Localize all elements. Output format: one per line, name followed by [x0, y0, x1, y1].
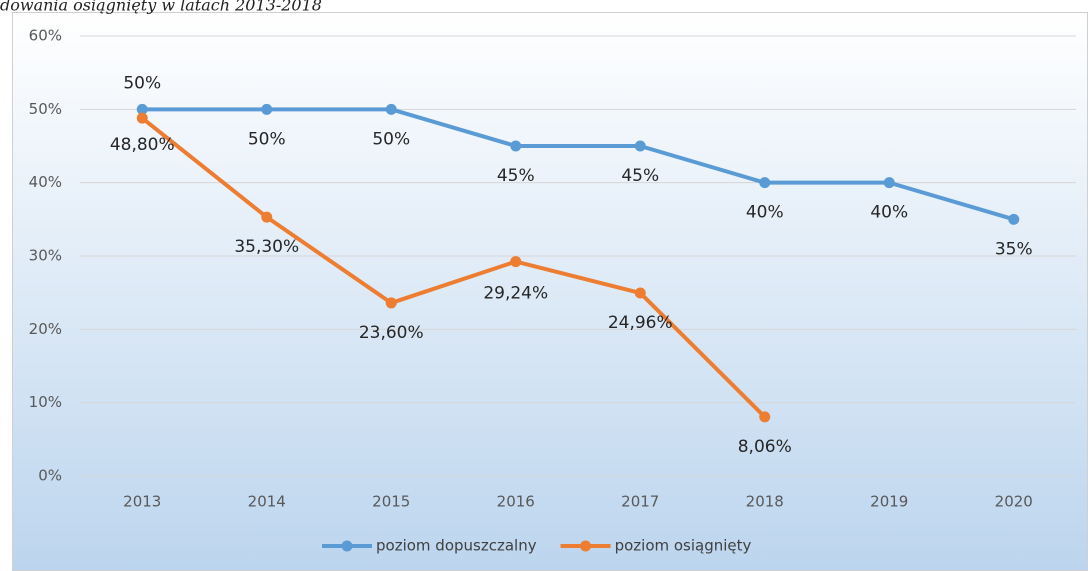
y-tick-label: 30%	[29, 247, 62, 265]
legend-label: poziom dopuszczalny	[376, 537, 537, 555]
y-tick-label: 60%	[29, 27, 62, 45]
marker	[634, 287, 646, 299]
marker	[510, 140, 522, 152]
data-label: 23,60%	[359, 323, 424, 343]
marker	[136, 112, 148, 124]
data-label: 45%	[621, 166, 659, 186]
x-tick-label: 2017	[621, 493, 659, 511]
series-line	[142, 107, 1015, 222]
y-tick-label: 10%	[29, 393, 62, 411]
chart-title: dowania osiągnięty w latach 2013-2018	[0, 0, 322, 15]
x-tick-label: 2013	[123, 493, 161, 511]
marker	[883, 177, 895, 189]
marker	[759, 411, 771, 423]
y-tick-label: 0%	[38, 467, 62, 485]
marker	[634, 140, 646, 152]
y-tick-label: 40%	[29, 173, 62, 191]
data-label: 45%	[497, 166, 535, 186]
x-tick-label: 2018	[746, 493, 784, 511]
data-label: 50%	[248, 129, 286, 149]
x-tick-label: 2014	[248, 493, 286, 511]
data-label: 35%	[995, 239, 1033, 259]
legend-label: poziom osiągnięty	[615, 537, 752, 555]
data-label: 8,06%	[738, 437, 792, 457]
legend-marker	[580, 540, 592, 552]
x-tick-label: 2019	[870, 493, 908, 511]
data-label: 48,80%	[110, 135, 175, 155]
x-tick-label: 2020	[995, 493, 1033, 511]
marker	[385, 103, 397, 115]
marker	[261, 211, 273, 223]
marker	[759, 177, 771, 189]
x-tick-label: 2016	[497, 493, 535, 511]
marker	[261, 103, 273, 115]
data-label: 50%	[372, 129, 410, 149]
data-label: 40%	[870, 203, 908, 223]
chart-area	[12, 12, 1088, 571]
marker	[510, 256, 522, 268]
data-label: 35,30%	[234, 237, 299, 257]
data-label: 24,96%	[608, 313, 673, 333]
marker	[385, 297, 397, 309]
data-label: 29,24%	[483, 284, 548, 304]
y-tick-label: 20%	[29, 320, 62, 338]
data-label: 40%	[746, 203, 784, 223]
legend-marker	[341, 540, 353, 552]
series-line	[141, 116, 767, 419]
marker	[1008, 213, 1020, 225]
marker	[136, 103, 148, 115]
x-tick-label: 2015	[372, 493, 410, 511]
data-label: 50%	[123, 73, 161, 93]
y-tick-label: 50%	[29, 100, 62, 118]
